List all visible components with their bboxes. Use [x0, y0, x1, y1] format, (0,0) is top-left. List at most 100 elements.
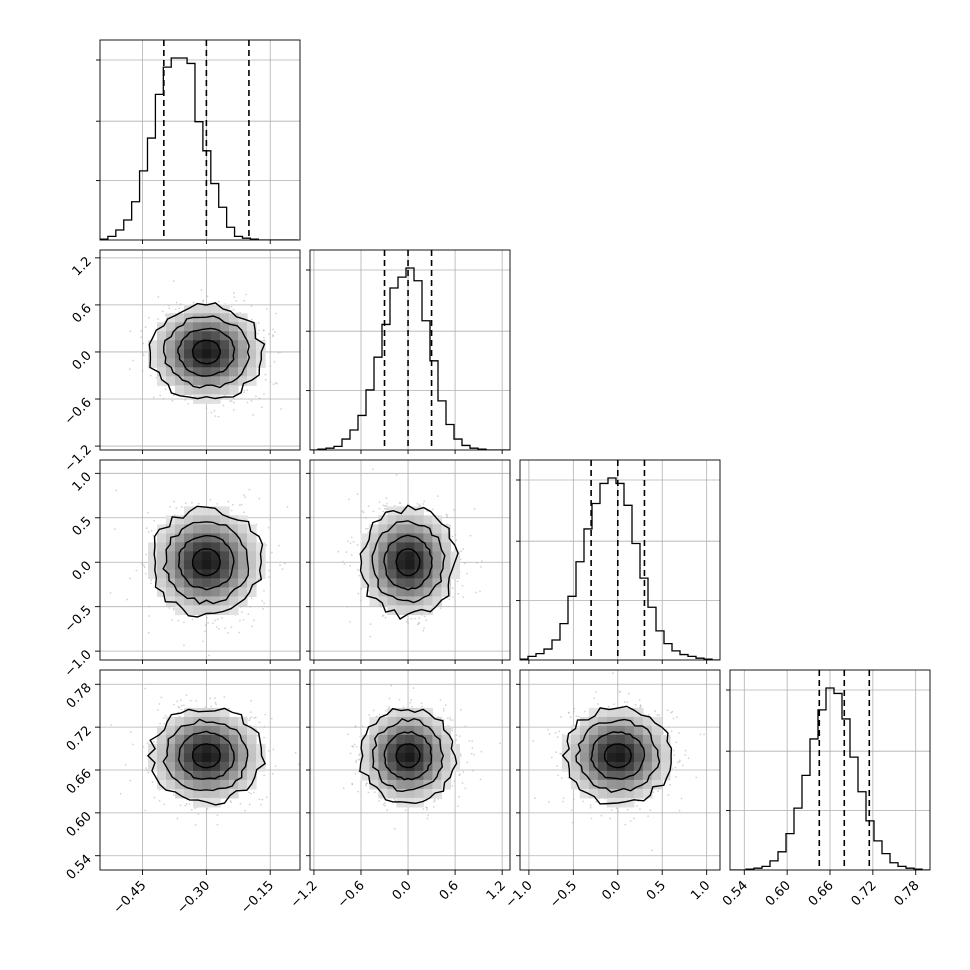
density-cell: [423, 596, 433, 606]
scatter-point: [227, 500, 230, 503]
density-cell: [414, 551, 424, 561]
scatter-point: [351, 782, 354, 785]
scatter-point: [420, 705, 423, 708]
scatter-point: [243, 389, 246, 392]
density-cell: [211, 797, 221, 808]
density-cell: [238, 752, 248, 763]
density-cell: [378, 533, 388, 543]
scatter-point: [354, 772, 357, 775]
scatter-point: [248, 803, 251, 806]
density-cell: [414, 596, 424, 606]
density-cell: [387, 524, 397, 534]
scatter-point: [157, 318, 160, 320]
scatter-point: [420, 702, 423, 705]
scatter-point: [356, 493, 359, 496]
scatter-point: [206, 295, 209, 298]
scatter-point: [458, 735, 461, 738]
scatter-point: [170, 619, 173, 621]
density-cell: [238, 551, 248, 561]
scatter-point: [372, 510, 375, 513]
scatter-point: [427, 814, 430, 817]
scatter-point: [250, 699, 253, 702]
scatter-point: [388, 697, 391, 700]
density-cell: [423, 587, 433, 597]
scatter-point: [262, 336, 265, 339]
density-cell: [396, 515, 406, 525]
scatter-point: [194, 824, 197, 826]
scatter-point: [395, 473, 398, 476]
density-cell: [450, 560, 460, 570]
scatter-point: [214, 697, 216, 700]
scatter-point: [277, 352, 280, 354]
scatter-point: [243, 299, 246, 302]
scatter-point: [200, 289, 203, 291]
density-cell: [238, 542, 248, 552]
density-cell: [423, 551, 433, 561]
scatter-point: [390, 684, 393, 687]
density-cell: [432, 524, 442, 534]
density-cell: [175, 605, 185, 615]
scatter-point: [264, 378, 267, 381]
density-cell: [211, 596, 221, 606]
hist-step: [100, 57, 298, 240]
scatter-point: [148, 605, 151, 608]
scatter-point: [257, 321, 260, 324]
density-cell: [387, 587, 397, 597]
density-cell: [229, 770, 239, 781]
scatter-point: [460, 550, 462, 553]
density-cell: [369, 560, 379, 570]
scatter-point: [263, 736, 265, 739]
scatter-point: [386, 809, 389, 812]
density-cell: [369, 533, 379, 543]
density-cell: [211, 569, 221, 579]
density-cell: [414, 587, 424, 597]
scatter-point: [144, 809, 147, 812]
scatter-point: [184, 399, 187, 401]
scatter-point: [263, 774, 265, 776]
scatter-point: [364, 527, 367, 530]
density-cell: [184, 515, 194, 525]
scatter-point: [442, 709, 445, 712]
scatter-point: [272, 335, 274, 338]
density-cell: [220, 743, 230, 754]
scatter-point: [269, 518, 272, 521]
hist-panel-1: [96, 39, 301, 241]
density-cell: [423, 605, 433, 615]
density-cell: [211, 506, 221, 516]
scatter-point: [206, 617, 208, 619]
scatter-point: [129, 779, 132, 782]
hist-panel-4: [726, 669, 931, 871]
density-cell: [157, 331, 167, 341]
scatter-point: [153, 796, 156, 799]
density-cell: [414, 569, 424, 579]
scatter-point: [180, 506, 183, 508]
density-cell: [247, 761, 257, 772]
density-cell: [202, 578, 212, 588]
contour-line: [148, 302, 266, 400]
scatter-point: [455, 539, 458, 541]
scatter-point: [119, 792, 122, 795]
density-cell: [360, 578, 370, 588]
density-cell: [247, 752, 257, 763]
scatter-point: [459, 755, 462, 757]
scatter-point: [378, 800, 380, 802]
density-cell: [202, 340, 212, 350]
density-cell: [238, 533, 248, 543]
density-cell: [423, 578, 433, 588]
density-cell: [229, 313, 239, 323]
density-cell: [396, 542, 406, 552]
scatter-point: [210, 411, 213, 414]
density-cell: [202, 322, 212, 332]
hist-panel-2: [306, 249, 511, 451]
scatter-point: [479, 778, 482, 781]
density-cell: [202, 587, 212, 597]
density-cell: [256, 752, 266, 763]
density-cell: [157, 358, 167, 368]
density-cell: [414, 506, 424, 516]
density-cell: [166, 560, 176, 570]
density-cell: [211, 716, 221, 727]
density-cell: [193, 725, 203, 736]
density-cell: [414, 524, 424, 534]
density-cell: [405, 542, 415, 552]
density-cell: [220, 770, 230, 781]
